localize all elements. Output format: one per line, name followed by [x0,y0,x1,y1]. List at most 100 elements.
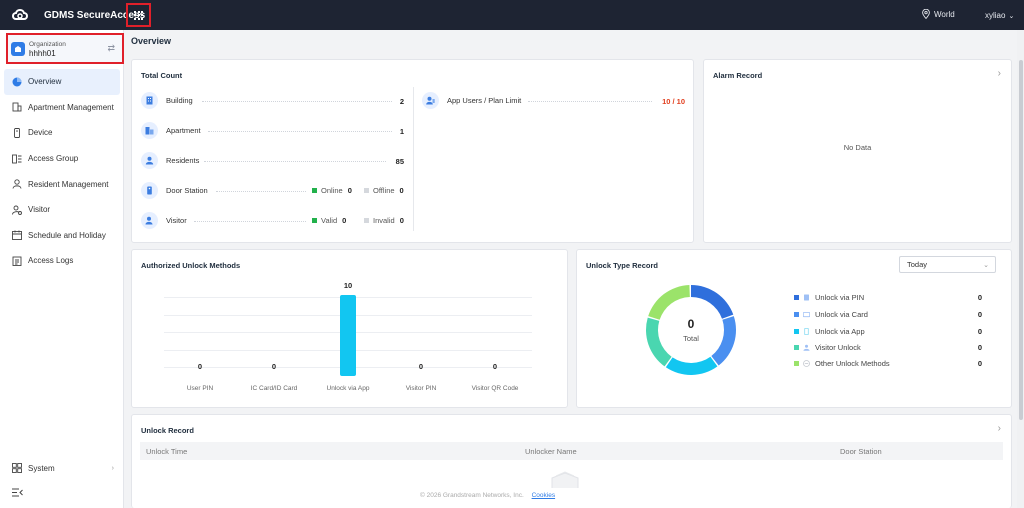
chevron-right-icon[interactable]: › [997,423,1001,434]
sidebar-item-resident-management[interactable]: Resident Management [4,171,120,197]
calendar-icon [12,230,22,241]
category-label: Visitor PIN [405,385,437,392]
apartment-row: Apartment [141,122,201,139]
card-title: Unlock Record [141,426,194,435]
sidebar-item-access-group[interactable]: Access Group [4,146,120,172]
sidebar-item-label: Visitor [28,205,51,215]
collapse-menu-icon [12,488,23,497]
app-switcher-button[interactable] [126,3,151,27]
sidebar-item-label: Resident Management [28,179,109,189]
building-icon [141,92,158,109]
donut-total-value: 0 [687,317,695,331]
donut-segment[interactable] [711,316,736,366]
building-row: Building [141,92,193,109]
category-label: IC Card/ID Card [250,385,298,392]
period-select[interactable]: Today ⌄ [899,256,996,273]
dotted-leader [216,191,306,192]
legend-item[interactable]: Other Unlock Methods [794,359,890,368]
sidebar-item-label: Access Logs [28,256,74,266]
visitor-icon [12,205,22,215]
cookies-link[interactable]: Cookies [531,492,556,499]
valid-status: Valid 0 [312,216,346,225]
donut-segment[interactable] [665,356,718,375]
sidebar-item-apartment-management[interactable]: Apartment Management [4,95,120,121]
legend-label: Visitor Unlock [815,343,861,352]
bar-value-label: 0 [271,362,277,371]
device-icon [12,128,22,138]
sidebar-item-label: Device [28,128,53,138]
valid-count: 0 [342,216,347,225]
offline-count: 0 [399,186,404,195]
chart-title: Authorized Unlock Methods [141,261,241,270]
legend-value: 0 [977,327,982,336]
legend-item[interactable]: Visitor Unlock [794,343,861,352]
app-users-icon [422,92,439,109]
collapse-sidebar-button[interactable] [12,488,23,499]
visitor-row: Visitor [141,212,187,229]
column-header-door-station[interactable]: Door Station [840,447,882,456]
residents-icon [141,152,158,169]
visitor-label: Visitor [166,216,187,225]
door-station-label: Door Station [166,186,208,195]
sidebar: Organization hhhh01 ⇄ Overview Apartment… [0,30,124,508]
column-header-unlock-time[interactable]: Unlock Time [146,447,188,456]
donut-segment[interactable] [648,285,690,320]
dotted-leader [208,131,392,132]
legend-item[interactable]: Unlock via PIN [794,293,864,302]
donut-segment[interactable] [646,317,672,367]
app-icon [803,328,810,335]
apartment-count: 1 [399,127,404,136]
residents-label: Residents [166,156,200,165]
chevron-right-icon: › [111,464,114,472]
switch-icon[interactable]: ⇄ [107,43,115,53]
legend-item[interactable]: Unlock via Card [794,310,868,319]
user-menu[interactable]: xyliao ⌄ [985,11,1014,20]
category-label: User PIN [186,385,214,392]
cloud-logo-icon[interactable] [10,8,30,22]
category-label: Visitor QR Code [471,385,519,392]
card-title: Unlock Type Record [586,261,658,270]
footer: © 2026 Grandstream Networks, Inc. Cookie… [420,492,555,499]
legend-value: 0 [977,359,982,368]
apartment-label: Apartment [166,126,201,135]
invalid-count: 0 [399,216,404,225]
pie-chart-icon [12,77,22,87]
sidebar-item-label: Overview [28,77,62,87]
legend-label: Other Unlock Methods [815,359,890,368]
sidebar-item-label: Access Group [28,154,79,164]
door-station-icon [141,182,158,199]
sidebar-item-label: System [28,463,55,473]
sidebar-item-access-logs[interactable]: Access Logs [4,248,120,274]
sidebar-item-visitor[interactable]: Visitor [4,197,120,223]
grid-apps-icon [134,10,143,20]
sidebar-item-system[interactable]: System › [4,457,120,479]
category-label: Unlock via App [326,385,370,392]
visitor-icon [141,212,158,229]
sidebar-item-schedule-and-holiday[interactable]: Schedule and Holiday [4,223,120,249]
scrollbar-thumb[interactable] [1019,60,1023,420]
donut-segment[interactable] [691,285,734,319]
residents-row: Residents [141,152,199,169]
dotted-leader [194,221,306,222]
door-station-row: Door Station [141,182,208,199]
page-title: Overview [131,36,172,46]
offline-label: Offline [373,186,395,195]
legend-item[interactable]: Unlock via App [794,327,865,336]
sidebar-item-overview[interactable]: Overview [4,69,120,95]
legend-label: Unlock via PIN [815,293,865,302]
username: xyliao [985,11,1006,20]
sidebar-item-device[interactable]: Device [4,120,120,146]
region-label: World [934,9,955,19]
chevron-right-icon[interactable]: › [997,68,1001,79]
card-title: Total Count [141,71,183,80]
legend-label: Unlock via App [815,327,865,336]
column-header-unlocker-name[interactable]: Unlocker Name [525,447,577,456]
legend-value: 0 [977,293,982,302]
bar[interactable] [340,295,356,376]
other-methods-icon [803,360,810,367]
apartment-icon [141,122,158,139]
organization-selector[interactable]: Organization hhhh01 ⇄ [6,33,124,64]
organization-label: Organization [29,40,66,48]
unlock-type-donut [646,285,736,375]
region-selector[interactable]: World [922,9,955,19]
